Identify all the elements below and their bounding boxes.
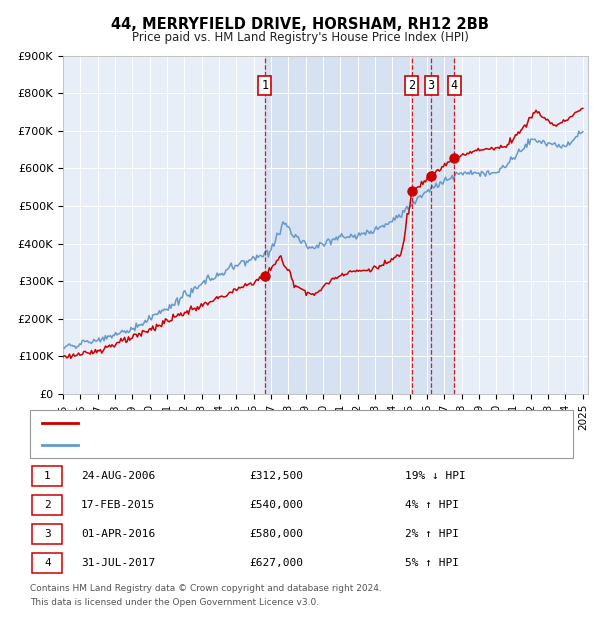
Text: 01-APR-2016: 01-APR-2016 [81, 529, 155, 539]
Text: 4: 4 [44, 558, 51, 569]
Text: 3: 3 [428, 79, 435, 92]
Text: 2: 2 [408, 79, 415, 92]
Text: 1: 1 [44, 471, 51, 481]
Text: £627,000: £627,000 [249, 558, 303, 569]
Text: 2: 2 [44, 500, 51, 510]
Text: 24-AUG-2006: 24-AUG-2006 [81, 471, 155, 481]
Text: £580,000: £580,000 [249, 529, 303, 539]
Bar [265, 56, 454, 394]
Text: Contains HM Land Registry data © Crown copyright and database right 2024.: Contains HM Land Registry data © Crown c… [30, 584, 382, 593]
Text: £312,500: £312,500 [249, 471, 303, 481]
Text: 44, MERRYFIELD DRIVE, HORSHAM, RH12 2BB (detached house): 44, MERRYFIELD DRIVE, HORSHAM, RH12 2BB … [87, 418, 420, 428]
Text: 4: 4 [451, 79, 458, 92]
Text: This data is licensed under the Open Government Licence v3.0.: This data is licensed under the Open Gov… [30, 598, 319, 607]
Text: 1: 1 [261, 79, 268, 92]
Text: 3: 3 [44, 529, 51, 539]
Text: HPI: Average price, detached house, Horsham: HPI: Average price, detached house, Hors… [87, 440, 327, 450]
Text: 44, MERRYFIELD DRIVE, HORSHAM, RH12 2BB: 44, MERRYFIELD DRIVE, HORSHAM, RH12 2BB [111, 17, 489, 32]
Text: 4% ↑ HPI: 4% ↑ HPI [405, 500, 459, 510]
Text: 2% ↑ HPI: 2% ↑ HPI [405, 529, 459, 539]
Text: 17-FEB-2015: 17-FEB-2015 [81, 500, 155, 510]
Text: 5% ↑ HPI: 5% ↑ HPI [405, 558, 459, 569]
Text: 19% ↓ HPI: 19% ↓ HPI [405, 471, 466, 481]
Text: £540,000: £540,000 [249, 500, 303, 510]
Text: Price paid vs. HM Land Registry's House Price Index (HPI): Price paid vs. HM Land Registry's House … [131, 31, 469, 44]
Text: 31-JUL-2017: 31-JUL-2017 [81, 558, 155, 569]
